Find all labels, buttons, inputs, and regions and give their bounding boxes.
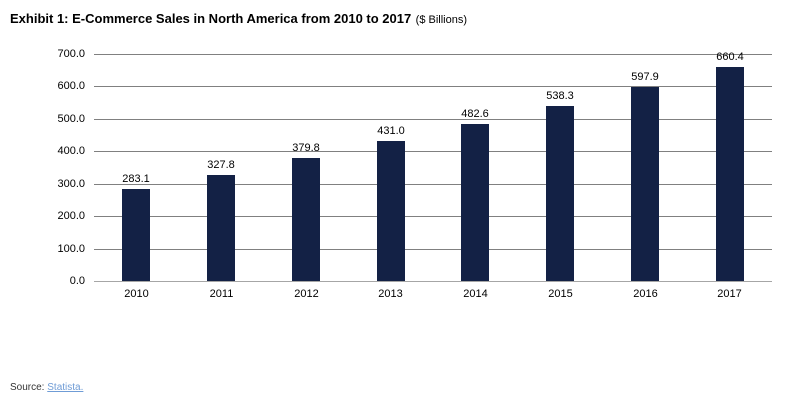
source-note: Source: Statista. — [10, 382, 83, 393]
y-tick-label: 700.0 — [57, 48, 85, 60]
gridline — [94, 184, 772, 185]
bar-2010 — [122, 189, 150, 281]
chart-title: Exhibit 1: E-Commerce Sales in North Ame… — [10, 10, 467, 28]
y-tick-label: 100.0 — [57, 243, 85, 255]
gridline — [94, 86, 772, 87]
gridline — [94, 54, 772, 55]
source-prefix: Source: — [10, 382, 45, 393]
x-tick-label: 2011 — [209, 288, 234, 300]
bar-value-label: 283.1 — [122, 173, 150, 185]
bar-2011 — [207, 175, 235, 281]
y-tick-label: 600.0 — [57, 80, 85, 92]
bar-2012 — [292, 158, 320, 281]
bar-2013 — [377, 141, 405, 281]
x-tick-label: 2010 — [124, 288, 149, 300]
gridline — [94, 119, 772, 120]
gridline — [94, 151, 772, 152]
x-tick-label: 2017 — [717, 288, 742, 300]
gridline — [94, 249, 772, 250]
chart-title-unit: ($ Billions) — [415, 14, 468, 26]
x-tick-label: 2012 — [294, 288, 319, 300]
bar-2016 — [631, 87, 659, 281]
y-tick-label: 500.0 — [57, 113, 85, 125]
bar-value-label: 379.8 — [292, 142, 320, 154]
bar-value-label: 482.6 — [461, 108, 489, 120]
y-tick-label: 200.0 — [57, 210, 85, 222]
y-tick-label: 0.0 — [69, 275, 85, 287]
x-axis-line — [94, 281, 772, 282]
x-tick-label: 2016 — [633, 288, 658, 300]
bar-2014 — [461, 124, 489, 281]
bar-value-label: 431.0 — [377, 125, 405, 137]
bar-value-label: 327.8 — [207, 159, 235, 171]
bar-2017 — [716, 67, 744, 281]
x-tick-label: 2014 — [463, 288, 488, 300]
bar-2015 — [546, 106, 574, 281]
source-link[interactable]: Statista. — [47, 382, 84, 393]
bar-value-label: 538.3 — [546, 90, 574, 102]
bar-value-label: 660.4 — [716, 51, 744, 63]
y-tick-label: 400.0 — [57, 145, 85, 157]
gridline — [94, 216, 772, 217]
chart-title-text: Exhibit 1: E-Commerce Sales in North Ame… — [10, 11, 412, 26]
bar-value-label: 597.9 — [631, 71, 659, 83]
x-tick-label: 2015 — [548, 288, 573, 300]
y-tick-label: 300.0 — [57, 178, 85, 190]
x-tick-label: 2013 — [378, 288, 403, 300]
bar-chart: 0.0 100.0 200.0 300.0 400.0 500.0 600.0 700.0 28… — [57, 48, 772, 300]
